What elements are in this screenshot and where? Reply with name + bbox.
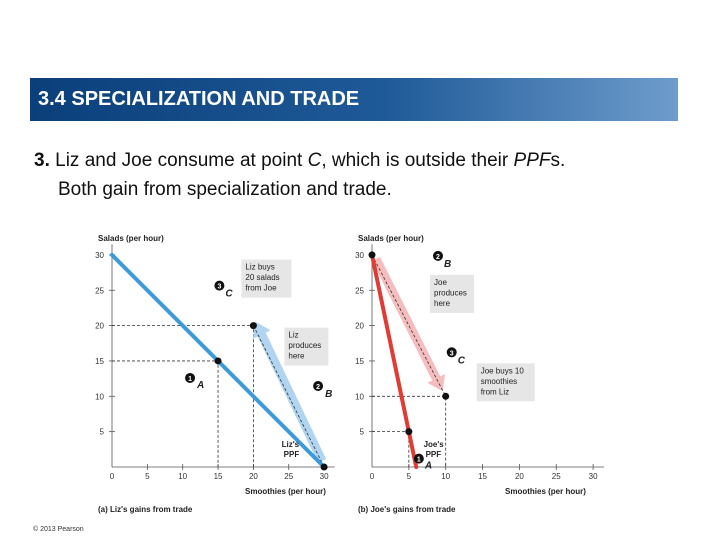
chart-joe-ylabel: Salads (per hour) [358,234,424,243]
chart-joe-ytick-label-25: 25 [355,286,364,295]
chart-joe-ytick-label-10: 10 [355,392,364,401]
chart-joe-produces-label-line-2: here [434,299,451,308]
chart-joe-xtick-label-20: 20 [515,472,524,481]
chart-liz-ytick-label-25: 25 [95,286,104,295]
chart-joe-badge-B-circle [433,250,443,261]
chart-liz-xlabel: Smoothies (per hour) [245,487,326,496]
chart-liz-xtick-label-15: 15 [214,472,223,481]
chart-joe-xtick-label-15: 15 [478,472,487,481]
chart-liz-produces-label-box [284,327,329,366]
chart-liz-ytick-label-20: 20 [95,322,104,331]
chart-joe-guide-C [372,395,447,467]
chart-liz-buys-label-line-2: from Joe [245,284,277,293]
text-mid: , which is outside their [321,150,514,171]
text-ppf: PPF [513,150,551,171]
chart-joe-point-C [442,392,450,400]
chart-liz-point-A [214,357,222,365]
chart-liz-xtick-label-30: 30 [320,472,329,481]
chart-liz-ytick-label-30: 30 [95,251,104,260]
chart-liz-trade-arrow [252,321,327,463]
chart-joe-label-B: B [444,259,451,270]
chart-joe-ytick-label-30: 30 [355,251,364,260]
chart-joe-badge-B-number: 2 [436,254,440,261]
chart-joe-produces-label-line-0: Joe [434,278,447,287]
chart-joe-ytick-label-15: 15 [355,357,364,366]
chart-joe-xlabel: Smoothies (per hour) [505,487,586,496]
chart-liz-xtick-label-0: 0 [110,472,115,481]
chart-liz-badge-A-number: 1 [188,376,192,383]
chart-joe-ytick-label-5: 5 [360,428,365,437]
chart-joe-buys-label-line-0: Joe buys 10 [481,366,525,375]
chart-liz-xtick-label-5: 5 [145,472,150,481]
chart-joe-xtick-label-25: 25 [552,472,561,481]
chart-liz-label-C: C [225,289,233,300]
chart-liz-badge-C-number: 3 [217,284,221,291]
chart-joe-ppf-label-2: PPF [426,450,442,459]
slide-body-text: 3. Liz and Joe consume at point C, which… [34,146,714,204]
chart-joe-point-B [368,251,376,259]
chart-liz-buys-label-box [241,259,292,298]
chart-liz-caption: (a) Liz's gains from trade [98,505,193,514]
chart-liz-ppf-label-2: PPF [284,450,300,459]
chart-joe-badge-A-number: 1 [417,457,421,464]
chart-joe-buys-label-box [476,363,535,402]
chart-liz-label-B: B [325,389,332,400]
text-pre: Liz and Joe consume at point [49,150,308,171]
chart-liz-badge-B-circle [313,381,324,391]
chart-joe-badge-C-circle [446,347,457,358]
chart-liz-guide-C [112,325,254,467]
item-number: 3. [34,150,50,171]
chart-joe-trade-arrow [371,256,446,392]
chart-joe-ppf-label-1: Joe's [424,440,445,449]
chart-joe-xtick-label-10: 10 [441,472,450,481]
chart-joe-caption: (b) Joe's gains from trade [358,505,456,514]
chart-joe-label-C: C [458,355,466,366]
copyright: © 2013 Pearson [33,526,84,533]
chart-joe-guide-A [372,431,410,467]
chart-liz-xtick-label-20: 20 [249,472,258,481]
chart-liz-trade-line [253,325,325,468]
chart-joe-xtick-label-5: 5 [407,472,412,481]
chart-liz-ytick-label-5: 5 [100,428,105,437]
chart-liz-point-B [320,463,328,471]
chart-liz-produces-label-line-0: Liz [288,331,298,340]
chart-liz-ylabel: Salads (per hour) [98,234,164,243]
chart-liz-buys-label-line-1: 20 salads [245,273,279,282]
chart-joe-point-A [405,428,413,436]
chart-joe-produces-label-box [430,274,474,313]
chart-liz-badge-B-number: 2 [316,384,320,391]
chart-liz-buys-label-line-0: Liz buys [245,263,274,272]
chart-joe-badge-A-circle [413,453,424,464]
chart-liz-badge-A-circle [185,372,196,383]
chart-liz-xtick-label-10: 10 [178,472,187,481]
chart-joe-label-A: A [424,461,432,472]
text-point: C [307,150,322,171]
slide-title: 3.4 SPECIALIZATION AND TRADE [38,88,360,110]
chart-liz-xtick-label-25: 25 [284,472,293,481]
chart-joe-produces-label-line-1: produces [434,288,467,297]
chart-liz-point-C [249,322,257,330]
chart-joe-trade-line [371,254,447,397]
chart-joe-buys-label-line-1: smoothies [481,377,517,386]
chart-liz-ytick-label-10: 10 [95,392,104,401]
chart-liz-label-A: A [196,380,204,391]
chart-joe-badge-C-number: 3 [450,350,454,357]
text-line2: Both gain from specialization and trade. [58,179,392,200]
chart-joe-xtick-label-30: 30 [589,472,598,481]
text-s: s. [550,150,566,171]
chart-joe-buys-label-line-2: from Liz [481,387,509,396]
title-bar: 3.4 SPECIALIZATION AND TRADE [30,78,678,121]
chart-liz-guide-A [112,360,219,467]
chart-joe-xtick-label-0: 0 [370,472,375,481]
chart-liz-produces-label-line-1: produces [288,341,321,350]
chart-liz-ytick-label-15: 15 [95,357,104,366]
chart-liz-ppf-label-1: Liz's [282,440,300,449]
chart-joe-ytick-label-20: 20 [355,322,364,331]
chart-liz-produces-label-line-2: here [288,352,305,361]
chart-liz-badge-C-circle [214,280,225,291]
